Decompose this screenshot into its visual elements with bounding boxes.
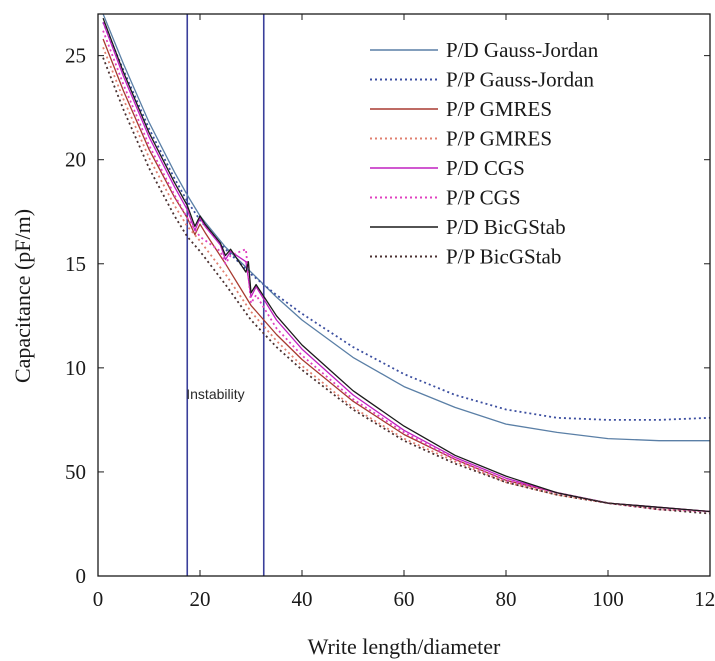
x-axis: 0 20 40 60 80 100 120: [93, 14, 715, 611]
legend-label-1: P/D Gauss-Jordan: [446, 38, 599, 62]
legend-label-3: P/P GMRES: [446, 97, 552, 121]
series-group: [102, 13, 711, 515]
x-tick-label: 0: [93, 587, 104, 611]
x-tick-label: 20: [190, 587, 211, 611]
legend-label-5: P/D CGS: [446, 156, 525, 180]
legend-label-4: P/P GMRES: [446, 127, 552, 151]
y-tick-label: 10: [65, 356, 86, 380]
y-axis-title: Capacitance (pF/m): [10, 209, 35, 383]
x-tick-label: 120: [694, 587, 715, 611]
y-tick-label: 25: [65, 44, 86, 68]
y-tick-label: 20: [65, 148, 86, 172]
legend-label-8: P/P BicGStab: [446, 245, 561, 269]
series-line-5: [102, 22, 711, 513]
series-line-2: [102, 21, 711, 421]
x-tick-label: 60: [394, 587, 415, 611]
series-line-8: [102, 57, 711, 515]
instability-annotation: Instability: [186, 386, 244, 402]
x-tick-label: 80: [496, 587, 517, 611]
plot-area-background: [98, 14, 710, 576]
series-line-7: [102, 17, 711, 513]
y-tick-label: 15: [65, 252, 86, 276]
y-tick-label: 50: [65, 460, 86, 484]
x-tick-label: 100: [592, 587, 624, 611]
legend-label-2: P/P Gauss-Jordan: [446, 68, 594, 92]
x-axis-title: Write length/diameter: [308, 634, 501, 659]
y-tick-label: 0: [76, 564, 87, 588]
legend: P/D Gauss-Jordan P/P Gauss-Jordan P/P GMRE…: [370, 38, 599, 269]
y-axis: 0 50 10 15 20 25: [65, 44, 710, 588]
series-line-6: [102, 30, 711, 513]
x-tick-label: 40: [292, 587, 313, 611]
instability-region: [186, 14, 265, 576]
legend-label-7: P/D BicGStab: [446, 215, 566, 239]
series-line-1: [102, 13, 710, 442]
legend-label-6: P/P CGS: [446, 186, 521, 210]
